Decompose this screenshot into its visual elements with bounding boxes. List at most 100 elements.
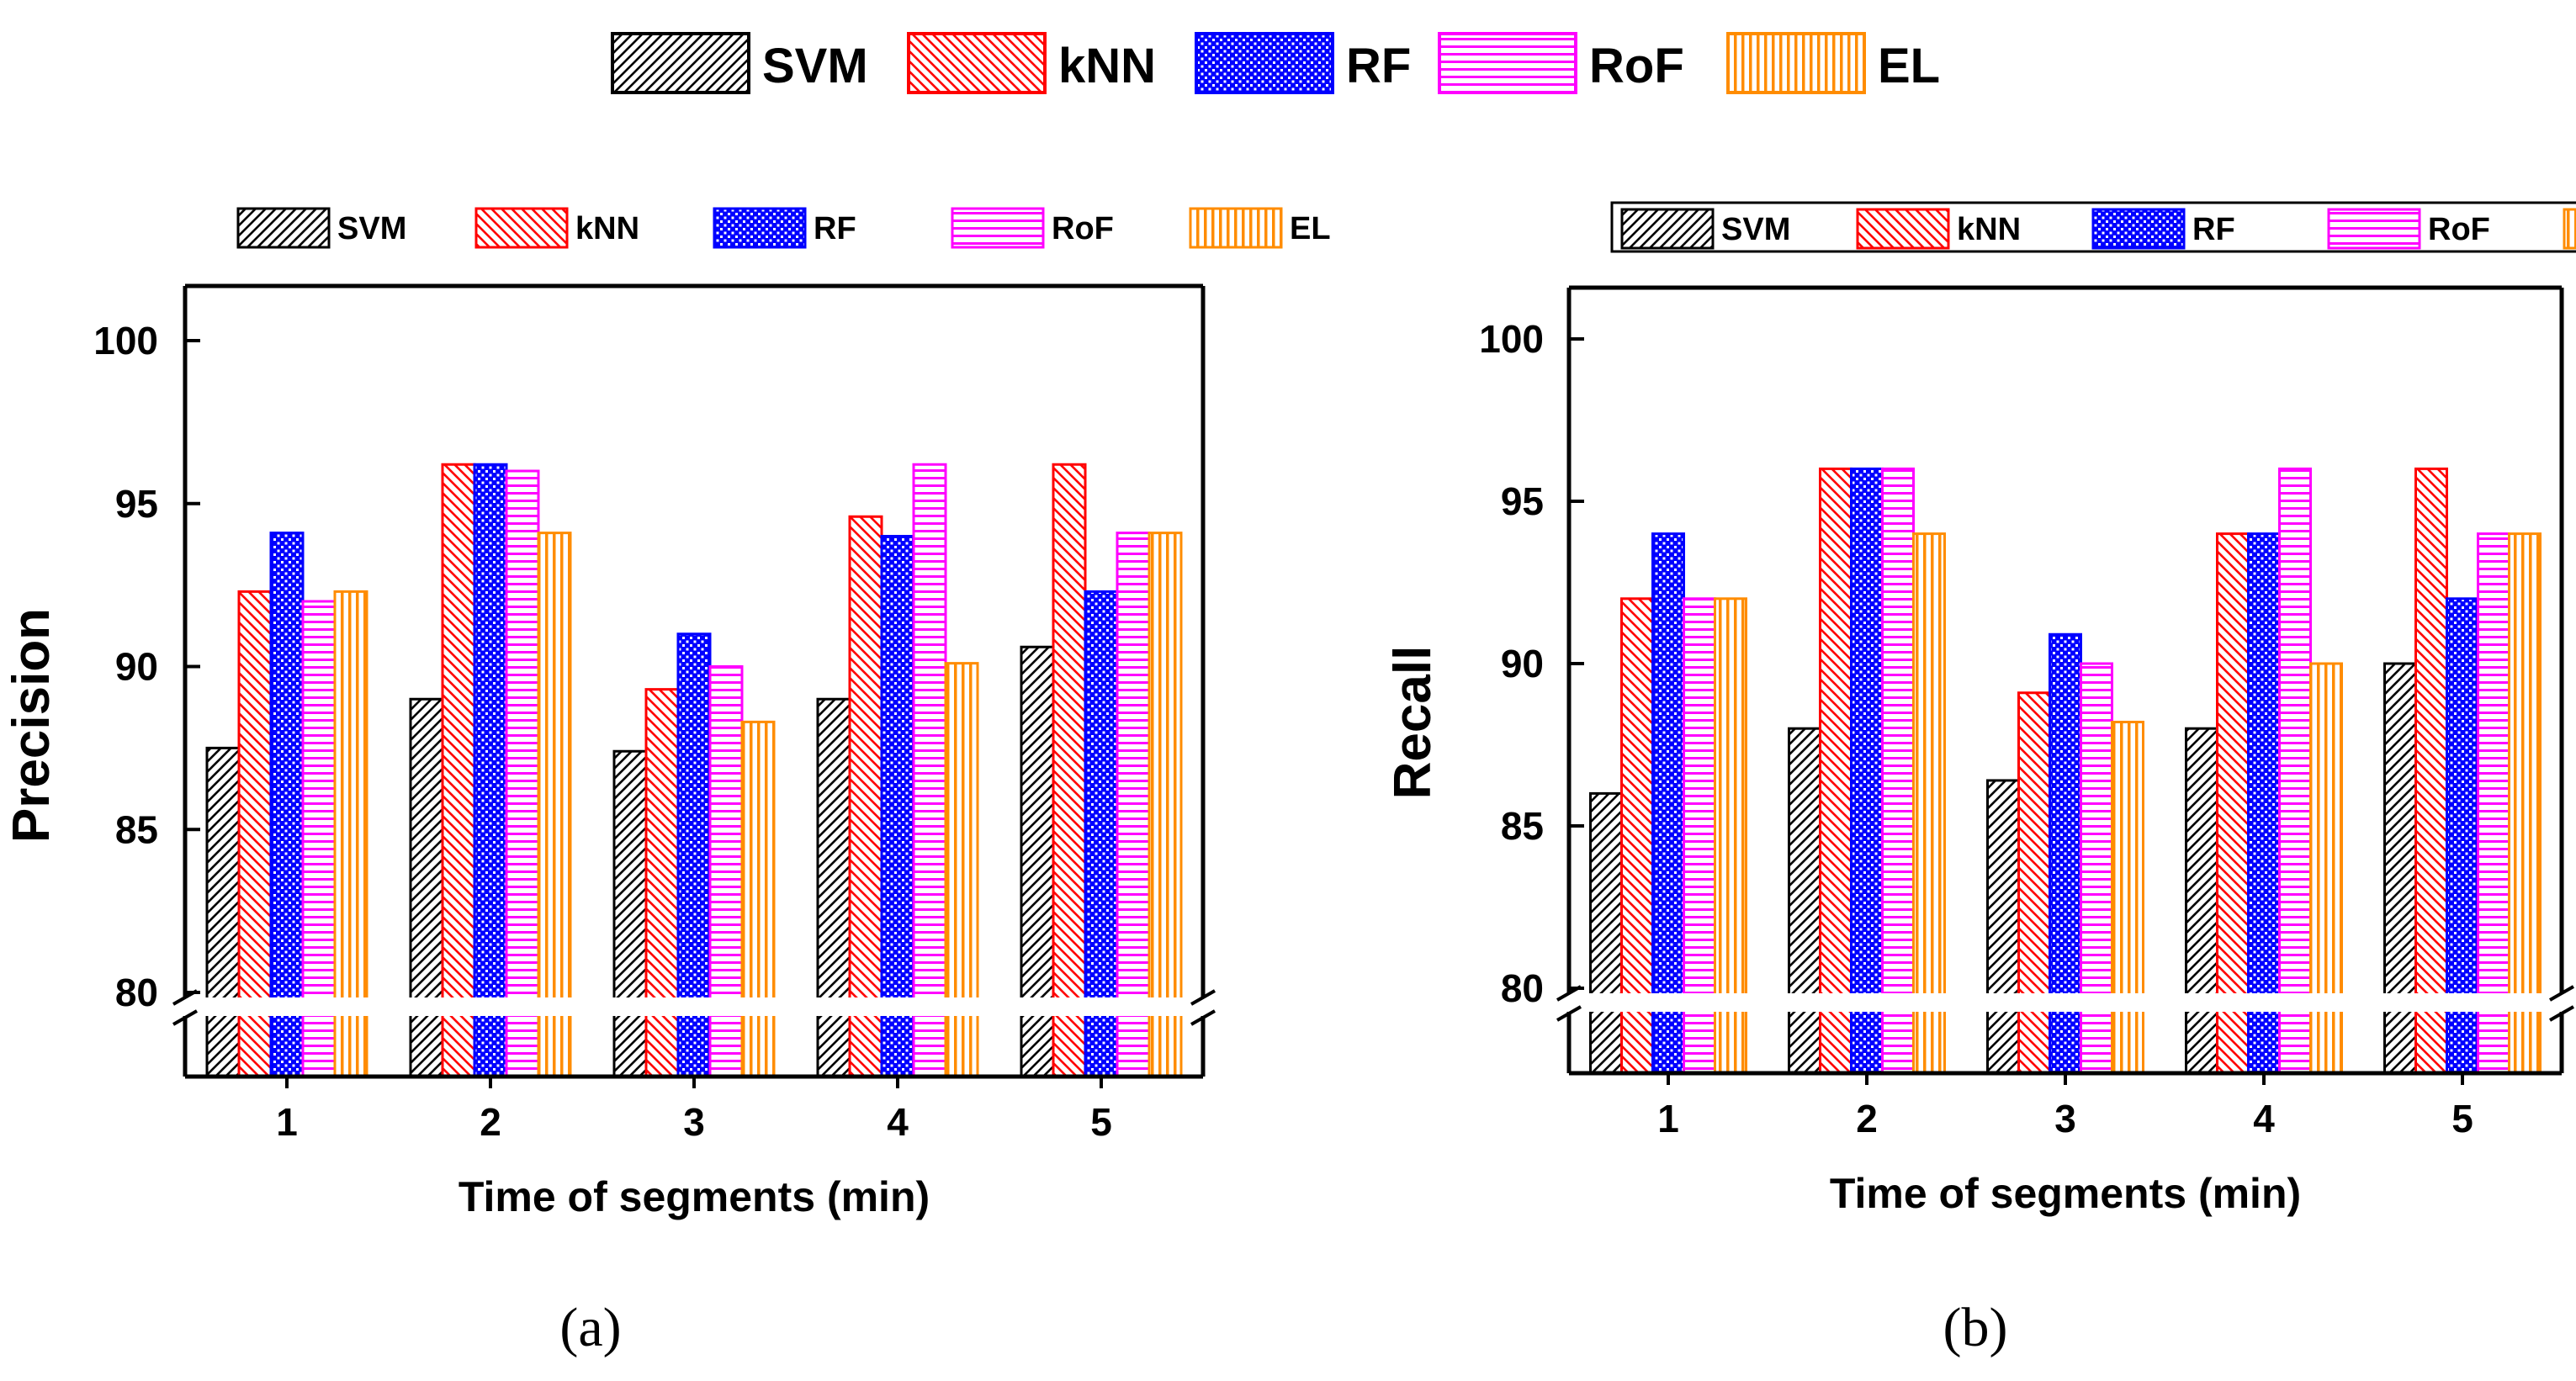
panel-legend-swatch-knn [1856,208,1950,250]
axis-right-break-mark [1190,989,1216,1006]
bar-svm-1 [1589,791,1623,1075]
bar-rf-1 [269,532,305,1078]
axis-left-break-mark [1556,1005,1582,1022]
bar-svm-1 [205,746,241,1078]
legend-swatch-svm [611,32,750,94]
axis-right-break-mark [2549,1005,2574,1022]
y-tick-label: 80 [115,971,158,1014]
y-tick-label: 80 [1501,966,1544,1010]
x-tick-label: 1 [276,1100,298,1144]
axis-break-gap [1544,993,2576,1012]
axis-left-break-mark [172,1009,198,1026]
bar-svm-2 [1788,727,1821,1075]
y-tick-label: 90 [115,645,158,689]
bar-rf-2 [1850,467,1884,1075]
legend-swatch-rf [1195,32,1334,94]
axis-right-break-mark [2549,985,2574,1002]
legend-label-rf: RF [1346,39,1411,93]
x-axis-ticks: 1 2 3 4 5 [276,1077,1112,1144]
y-axis-ticks: 80 85 90 95 100 [93,319,200,1014]
bar-el-2 [1912,532,1946,1075]
panel-legend-swatch-rf [2091,208,2186,250]
legend-label-el: EL [1878,39,1940,93]
panel-legend-label-svm: SVM [337,211,406,246]
bar-svm-4 [816,697,851,1078]
bar-el-2 [537,532,572,1078]
axis-break-gap [160,997,1228,1016]
x-axis-ticks: 1 2 3 4 5 [1657,1073,2473,1140]
y-tick-label: 95 [115,482,158,526]
bar-svm-4 [2185,727,2218,1075]
x-tick-label: 1 [1657,1097,1679,1140]
panel-legend-swatch-rof [951,207,1045,249]
panel-legend-swatch-knn [474,207,569,249]
bar-knn-5 [1052,463,1087,1078]
bar-rof-2 [1881,467,1915,1075]
x-tick-label: 2 [1856,1097,1878,1140]
bar-knn-3 [2017,691,2051,1075]
panel-legend-label-knn: kNN [1957,212,2021,247]
bar-rf-4 [2247,532,2281,1075]
bar-el-5 [2508,532,2542,1075]
bar-rof-5 [1116,532,1151,1078]
legend-label-svm: SVM [762,39,868,93]
x-tick-label: 3 [683,1100,705,1144]
bar-rf-5 [1084,590,1119,1078]
bars [1589,467,2542,1075]
bar-el-3 [740,720,776,1078]
x-axis-title: Time of segments (min) [1830,1170,2301,1217]
bar-knn-4 [2216,532,2250,1075]
bar-rof-2 [505,469,540,1078]
precision-chart: SVM kNN RF RoF EL 80 85 90 95 100 1 2 3 4 5 Time of seg… [3,207,1331,1358]
bar-rof-5 [2477,532,2510,1075]
x-axis-title: Time of segments (min) [458,1173,930,1220]
bar-rf-1 [1651,532,1685,1075]
panel-legend-swatch-el [1189,207,1283,249]
bar-knn-5 [2414,467,2448,1075]
legend-swatch-rof [1438,32,1577,94]
panel-legend-label-rof: RoF [1052,211,1114,246]
panel-legend-label-knn: kNN [575,211,639,246]
panel-legend-label-rf: RF [2192,212,2235,247]
y-tick-label: 100 [1479,317,1544,361]
bar-rof-4 [2278,467,2312,1075]
axis-break [160,997,1228,1016]
panel-legend-swatch-svm [1620,208,1715,250]
bar-knn-3 [644,688,680,1078]
panel-legend-label-el: EL [1290,211,1331,246]
bar-svm-3 [612,749,648,1078]
panel-legend-frame [1610,201,2576,253]
panel-legend: SVM kNN RF RoF EL [236,207,1331,249]
x-tick-label: 3 [2054,1097,2076,1140]
x-tick-label: 4 [887,1100,909,1144]
y-tick-label: 95 [1501,479,1544,523]
bar-knn-2 [441,463,476,1078]
y-tick-label: 100 [93,319,158,362]
y-axis-title: Recall [1384,646,1442,800]
bar-rf-2 [473,463,508,1078]
y-axis-title: Precision [3,608,61,843]
panel-legend-swatch-rf [713,207,807,249]
axis-break [1544,993,2576,1012]
legend-swatch-el [1726,32,1866,94]
axis-right-break-mark [1190,1009,1216,1026]
panel-legend-swatch-svm [236,207,331,249]
x-tick-label: 5 [2451,1097,2473,1140]
legend-label-knn: kNN [1058,39,1156,93]
y-tick-label: 85 [115,807,158,851]
y-tick-label: 85 [1501,804,1544,848]
legend-label-rof: RoF [1589,39,1684,93]
bar-el-3 [2111,720,2144,1075]
x-tick-label: 4 [2253,1097,2275,1140]
bars [205,463,1183,1078]
legend-swatch-knn [907,32,1047,94]
bar-svm-2 [409,697,444,1078]
panel-legend-swatch-rof [2327,208,2421,250]
panel-legend-label-rf: RF [814,211,856,246]
x-tick-label: 5 [1090,1100,1112,1144]
panel-legend-swatch-el [2563,208,2576,250]
